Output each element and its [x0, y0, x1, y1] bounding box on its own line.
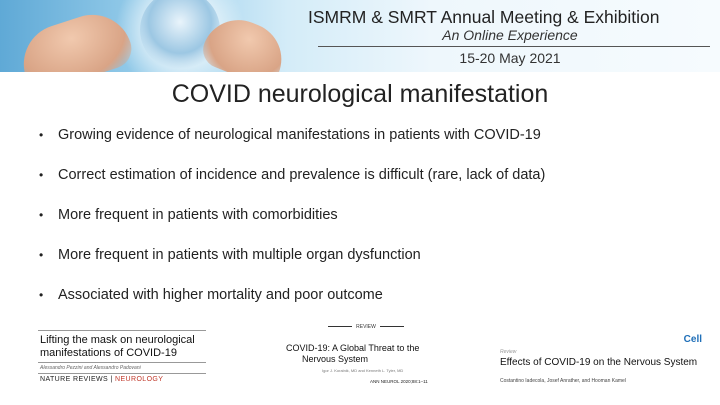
- bullet-text: Associated with higher mortality and poo…: [58, 287, 383, 303]
- paper-authors: Igor J. Koralnik, MD and Kenneth L. Tyle…: [322, 368, 404, 373]
- bullet-text: More frequent in patients with comorbidi…: [58, 207, 338, 223]
- journal-name: NATURE REVIEWS: [40, 376, 109, 383]
- paper-authors: Alessandro Pezzini and Alessandro Padova…: [40, 365, 141, 371]
- banner-title-event: Annual Meeting & Exhibition: [436, 7, 660, 27]
- bullet-icon: •: [39, 248, 44, 262]
- paper-title-line: manifestations of COVID-19: [40, 347, 177, 359]
- paper-title-line: Nervous System: [302, 354, 369, 364]
- bullet-text: More frequent in patients with multiple …: [58, 247, 421, 263]
- bullet-icon: •: [39, 128, 44, 142]
- paper-citation: ANN NEUROL 2020;88:1–11: [370, 379, 428, 384]
- conference-banner: ISMRM & SMRT Annual Meeting & Exhibition…: [0, 0, 720, 72]
- paper-title: Lifting the mask on neurological manifes…: [40, 334, 195, 360]
- bullet-icon: •: [39, 168, 44, 182]
- paper-title: Effects of COVID-19 on the Nervous Syste…: [500, 357, 698, 368]
- paper-title: COVID-19: A Global Threat to the Nervous…: [286, 343, 419, 365]
- paper-title-line: Lifting the mask on neurological: [40, 334, 195, 346]
- bullet-item: • More frequent in patients with comorbid…: [36, 204, 706, 244]
- banner-date: 15-20 May 2021: [459, 50, 561, 66]
- bullet-text: Growing evidence of neurological manifes…: [58, 127, 541, 143]
- bullet-icon: •: [39, 208, 44, 222]
- bullet-item: • Associated with higher mortality and po…: [36, 284, 706, 324]
- paper-section-label: REVIEW: [318, 324, 414, 330]
- paper-rule: [38, 373, 206, 374]
- paper-nature-reviews-neurology: Lifting the mask on neurological manifes…: [38, 330, 208, 388]
- banner-divider: [318, 46, 710, 47]
- paper-authors: Costantino Iadecola, Josef Anrather, and…: [500, 378, 626, 384]
- banner-title-org: ISMRM & SMRT: [308, 7, 437, 27]
- bullet-item: • Correct estimation of incidence and pre…: [36, 164, 706, 204]
- paper-cell: Cell Review Effects of COVID-19 on the N…: [498, 334, 706, 390]
- paper-rule: [38, 362, 206, 363]
- bullet-item: • More frequent in patients with multiple…: [36, 244, 706, 284]
- bullet-item: • Growing evidence of neurological manife…: [36, 124, 706, 164]
- slide-title: COVID neurological manifestation: [171, 80, 549, 108]
- paper-rule: [38, 330, 206, 331]
- paper-journal: NATURE REVIEWS | NEUROLOGY: [40, 376, 163, 383]
- paper-title-line: COVID-19: A Global Threat to the: [286, 343, 420, 353]
- bullet-text: Correct estimation of incidence and prev…: [58, 167, 546, 183]
- banner-title: ISMRM & SMRT Annual Meeting & Exhibition: [308, 7, 708, 28]
- bullet-icon: •: [39, 288, 44, 302]
- paper-section-label: Review: [500, 349, 517, 355]
- journal-separator: |: [108, 376, 116, 383]
- paper-annals-neurology: REVIEW COVID-19: A Global Threat to the …: [282, 324, 450, 390]
- journal-section: NEUROLOGY: [115, 376, 164, 383]
- bullet-list: • Growing evidence of neurological manife…: [36, 124, 706, 324]
- cell-logo: Cell: [683, 334, 702, 345]
- banner-subtitle: An Online Experience: [442, 27, 578, 43]
